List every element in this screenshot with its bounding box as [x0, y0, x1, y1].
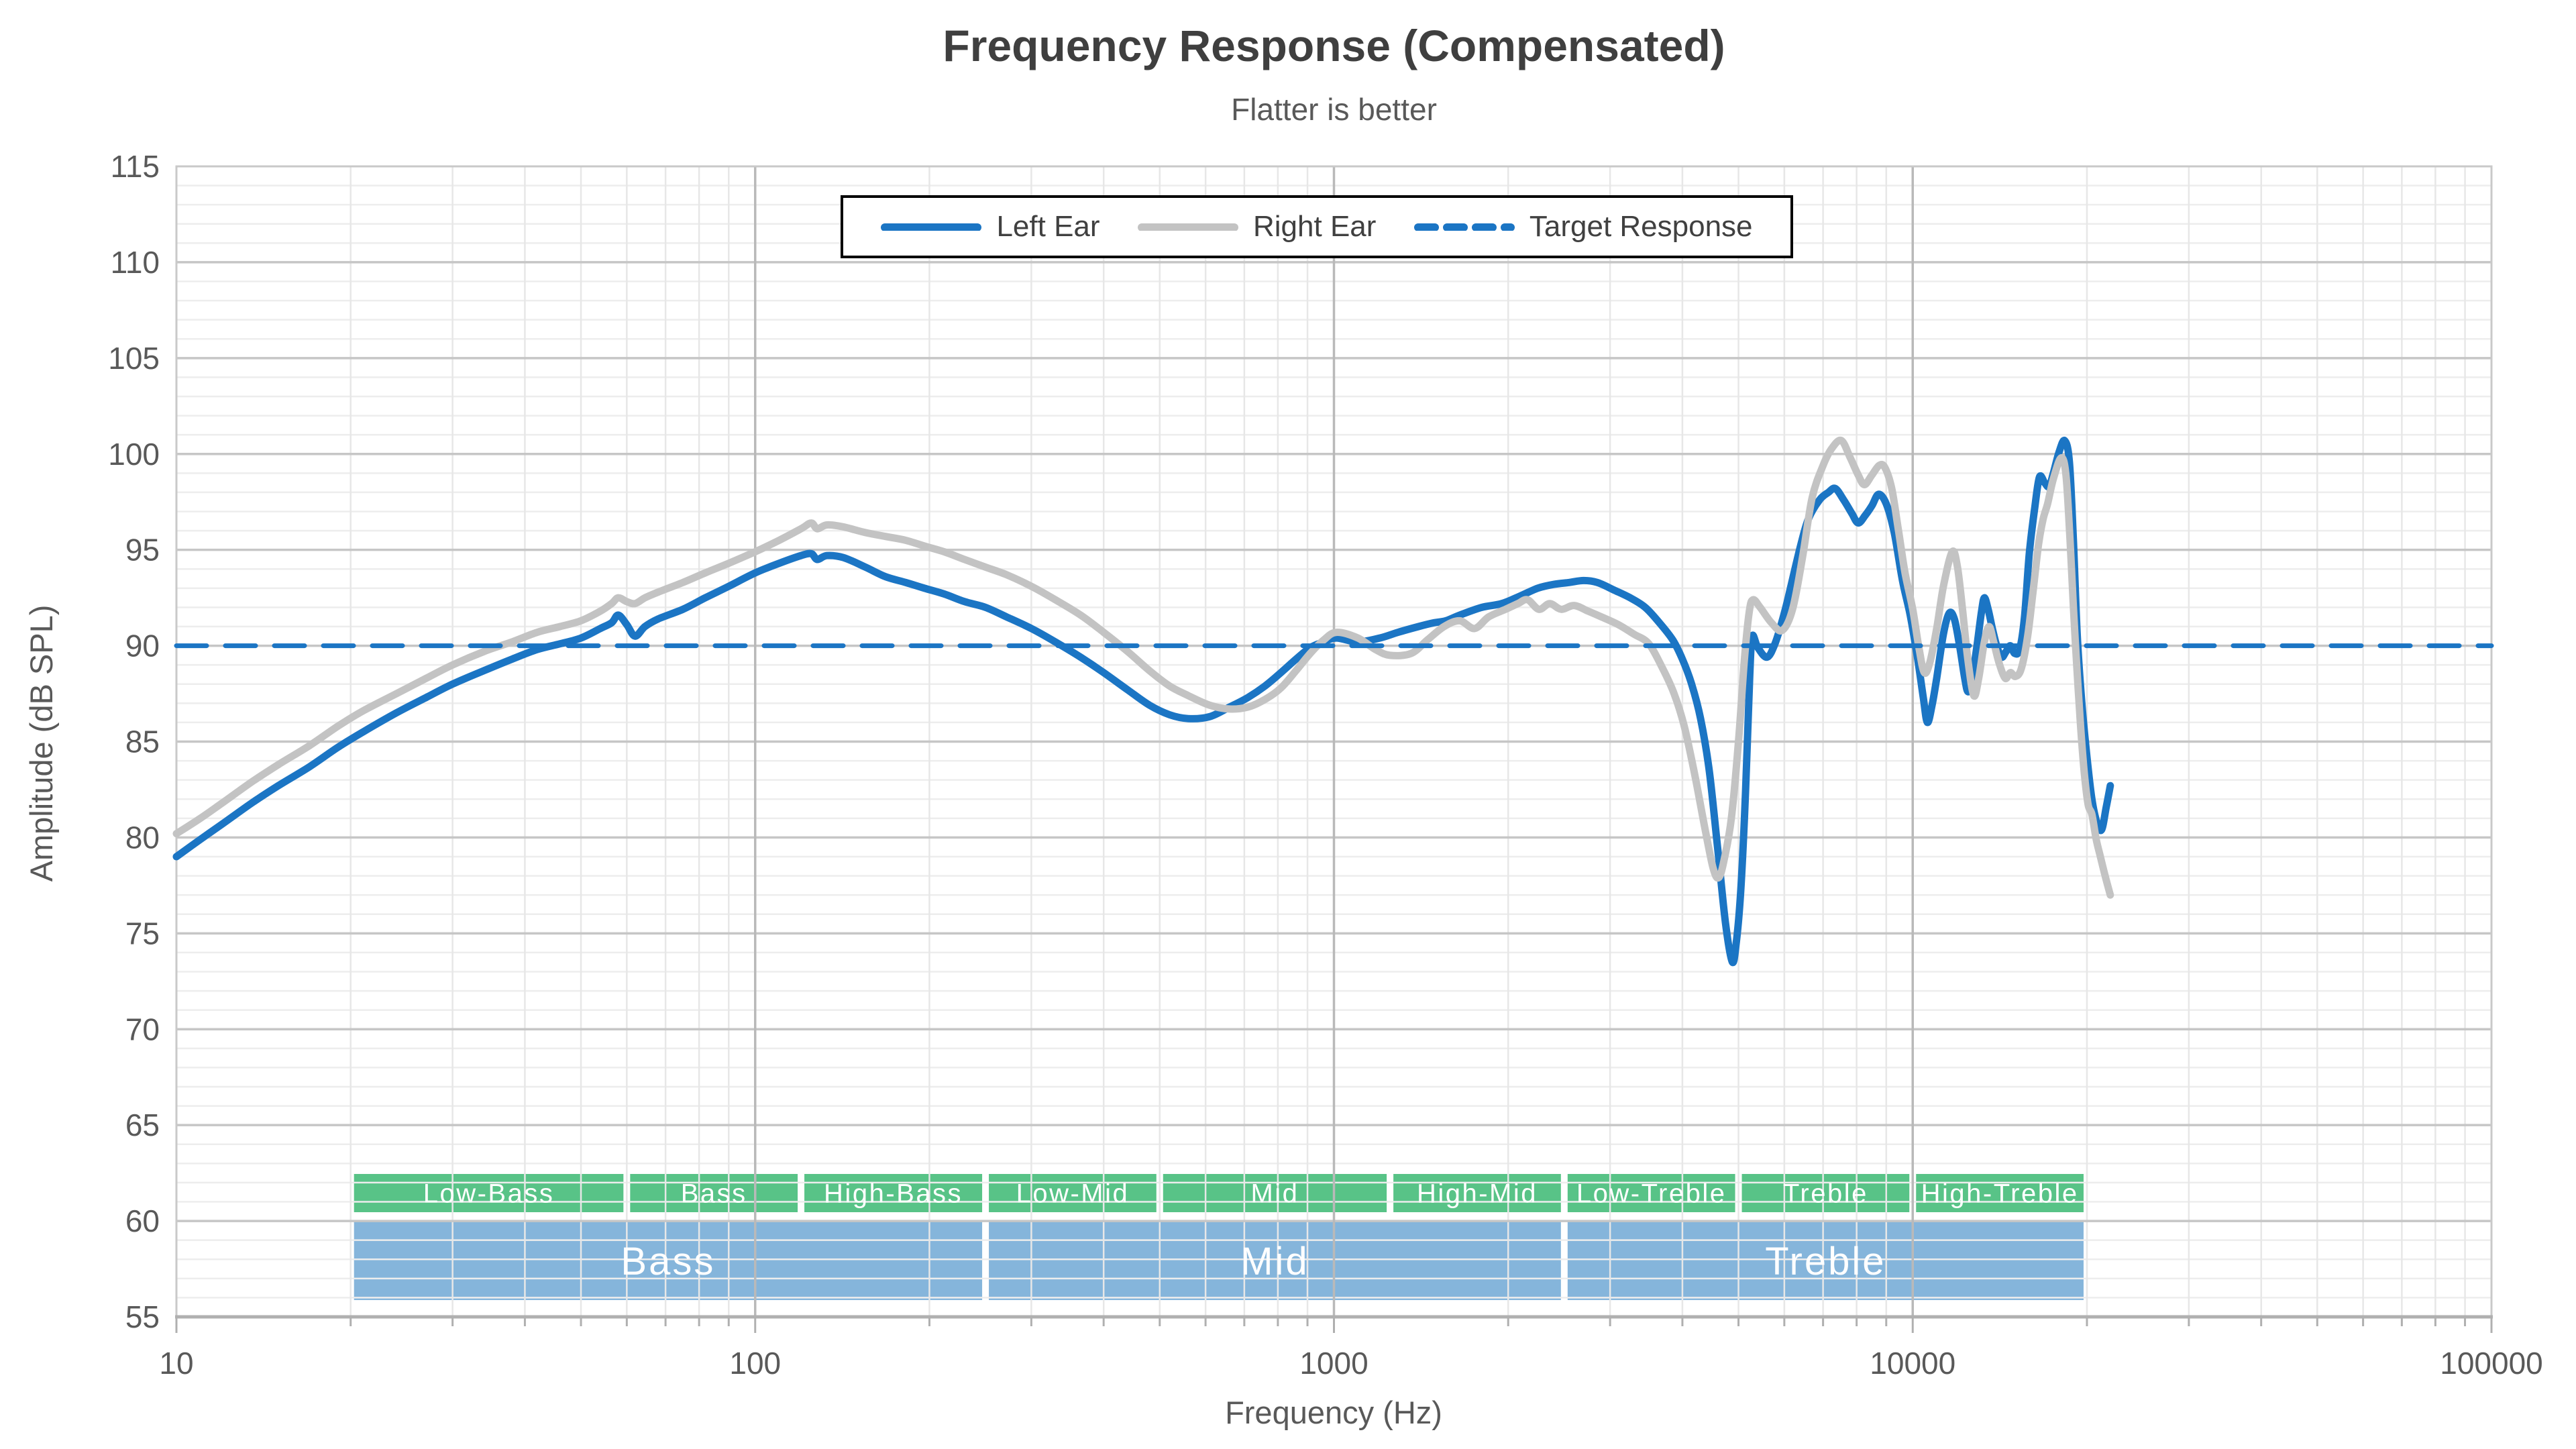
series-right-ear	[172, 436, 2114, 899]
series-layer	[172, 436, 2494, 967]
band-layer	[354, 1174, 2084, 1300]
band-high-bass	[804, 1174, 983, 1212]
x-tick-label: 100	[729, 1346, 781, 1381]
band-low-mid	[989, 1174, 1157, 1212]
y-tick-label: 95	[125, 533, 160, 568]
x-axis-title: Frequency (Hz)	[1225, 1395, 1442, 1430]
x-tick-label: 100000	[2440, 1346, 2543, 1381]
band-treble	[1741, 1174, 1910, 1212]
y-tick-label: 75	[125, 916, 160, 951]
chart-title: Frequency Response (Compensated)	[943, 21, 1725, 70]
x-tick-label: 1000	[1299, 1346, 1368, 1381]
y-tick-label: 110	[111, 245, 160, 280]
band-bass	[354, 1222, 983, 1300]
legend-item-right-ear: Right Ear	[1138, 210, 1376, 244]
grid-layer	[176, 166, 2491, 1317]
y-tick-label: 70	[125, 1012, 160, 1046]
band-treble	[1567, 1222, 2084, 1300]
band-mid	[989, 1222, 1561, 1300]
band-label: Low-Treble	[1576, 1179, 1727, 1209]
dashed-line-swatch-icon	[1413, 223, 1515, 231]
solid-line-swatch-icon	[1138, 223, 1238, 231]
band-label: Bass	[621, 1240, 715, 1283]
y-tick-label: 85	[125, 724, 160, 759]
band-label: Treble	[1765, 1240, 1886, 1283]
band-label: High-Treble	[1921, 1179, 2079, 1209]
y-axis-title: Amplitude (dB SPL)	[23, 605, 59, 882]
band-label-layer: Low-Bass Bass High-Bass Low-Mid Mid High-Mid L…	[423, 1179, 2079, 1283]
legend-label: Right Ear	[1253, 210, 1377, 243]
chart-subtitle: Flatter is better	[1231, 92, 1437, 127]
band-mid	[1163, 1174, 1387, 1212]
series-left-ear	[172, 436, 2114, 967]
y-tick-label: 100	[108, 437, 160, 472]
band-label: Treble	[1783, 1179, 1868, 1209]
band-label: Mid	[1250, 1179, 1299, 1209]
legend-item-left-ear: Left Ear	[881, 210, 1100, 244]
x-tick-label: 10	[159, 1346, 193, 1381]
y-tick-label: 105	[108, 341, 160, 376]
band-low-treble	[1567, 1174, 1735, 1212]
y-tick-label: 65	[125, 1108, 160, 1142]
band-low-bass	[354, 1174, 624, 1212]
band-label: High-Bass	[824, 1179, 963, 1209]
y-tick-label: 115	[111, 149, 160, 184]
solid-line-swatch-icon	[881, 223, 982, 231]
y-tick-label: 90	[125, 629, 160, 663]
band-label: Low-Bass	[423, 1179, 555, 1209]
band-label: High-Mid	[1417, 1179, 1538, 1209]
band-high-treble	[1916, 1174, 2084, 1212]
y-tick-label: 55	[125, 1299, 160, 1334]
band-label: Mid	[1240, 1240, 1309, 1283]
legend-label: Target Response	[1529, 210, 1753, 243]
band-label: Low-Mid	[1016, 1179, 1130, 1209]
axis-layer	[175, 1315, 2493, 1333]
tick-label-layer: 10 100 1000 10000 100000 55 60 65 70 75 80 85 90 95 10…	[108, 149, 2543, 1381]
band-label: Bass	[681, 1179, 747, 1209]
y-tick-label: 80	[125, 820, 160, 855]
legend: Left Ear Right Ear Target Response	[841, 195, 1793, 258]
y-tick-label: 60	[125, 1203, 160, 1238]
x-tick-label: 10000	[1870, 1346, 1955, 1381]
band-bass	[630, 1174, 798, 1212]
legend-label: Left Ear	[996, 210, 1100, 243]
band-high-mid	[1393, 1174, 1561, 1212]
legend-item-target-response: Target Response	[1413, 210, 1753, 244]
